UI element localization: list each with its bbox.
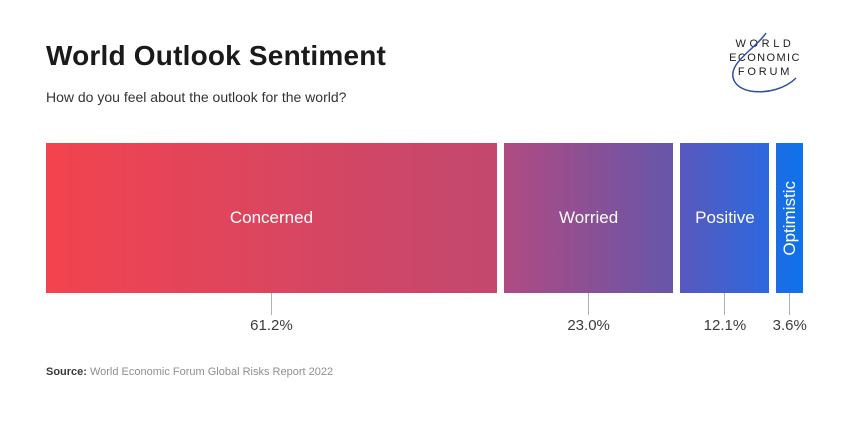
source-text: World Economic Forum Global Risks Report… [89, 366, 334, 378]
chart-column-positive: Positive 12.1% [680, 143, 770, 334]
bar-segment-label: Optimistic [779, 180, 799, 256]
source-prefix: Source: [46, 366, 87, 378]
logo-line-economic: ECONOMIC [729, 52, 801, 64]
value-label: 61.2% [250, 317, 293, 334]
bar-segment-label: Concerned [229, 208, 314, 227]
page-title: World Outlook Sentiment [46, 40, 387, 71]
logo-line-world: WORLD [736, 38, 795, 50]
bar-segment-concerned: Concerned [46, 143, 497, 293]
tick-line [789, 293, 791, 315]
world-economic-forum-logo: WORLD ECONOMIC FORUM [729, 32, 801, 93]
logo-line-forum: FORUM [738, 66, 792, 78]
chart-column-optimistic: Optimistic 3.6% [773, 143, 807, 334]
value-label: 3.6% [772, 317, 807, 334]
bar-segment-label: Worried [559, 208, 619, 227]
chart-question: How do you feel about the outlook for th… [46, 89, 347, 105]
bar-segment-optimistic: Optimistic [776, 143, 803, 293]
bar-segment-label: Positive [695, 208, 755, 227]
bar-segment-positive: Positive [680, 143, 770, 293]
source-line: Source: World Economic Forum Global Risks… [46, 366, 333, 378]
tick-line [724, 293, 726, 315]
chart-column-concerned: Concerned 61.2% [46, 143, 497, 334]
bar-segment-worried: Worried [503, 143, 674, 293]
tick-line [270, 293, 272, 315]
chart-bars: Concerned 61.2% Worried 23.0% Positive 12.1% O… [46, 143, 807, 334]
chart-column-worried: Worried 23.0% [503, 143, 674, 334]
tick-line [588, 293, 590, 315]
value-label: 23.0% [567, 317, 610, 334]
value-label: 12.1% [703, 317, 747, 334]
logo-swoosh-icon [732, 32, 797, 93]
